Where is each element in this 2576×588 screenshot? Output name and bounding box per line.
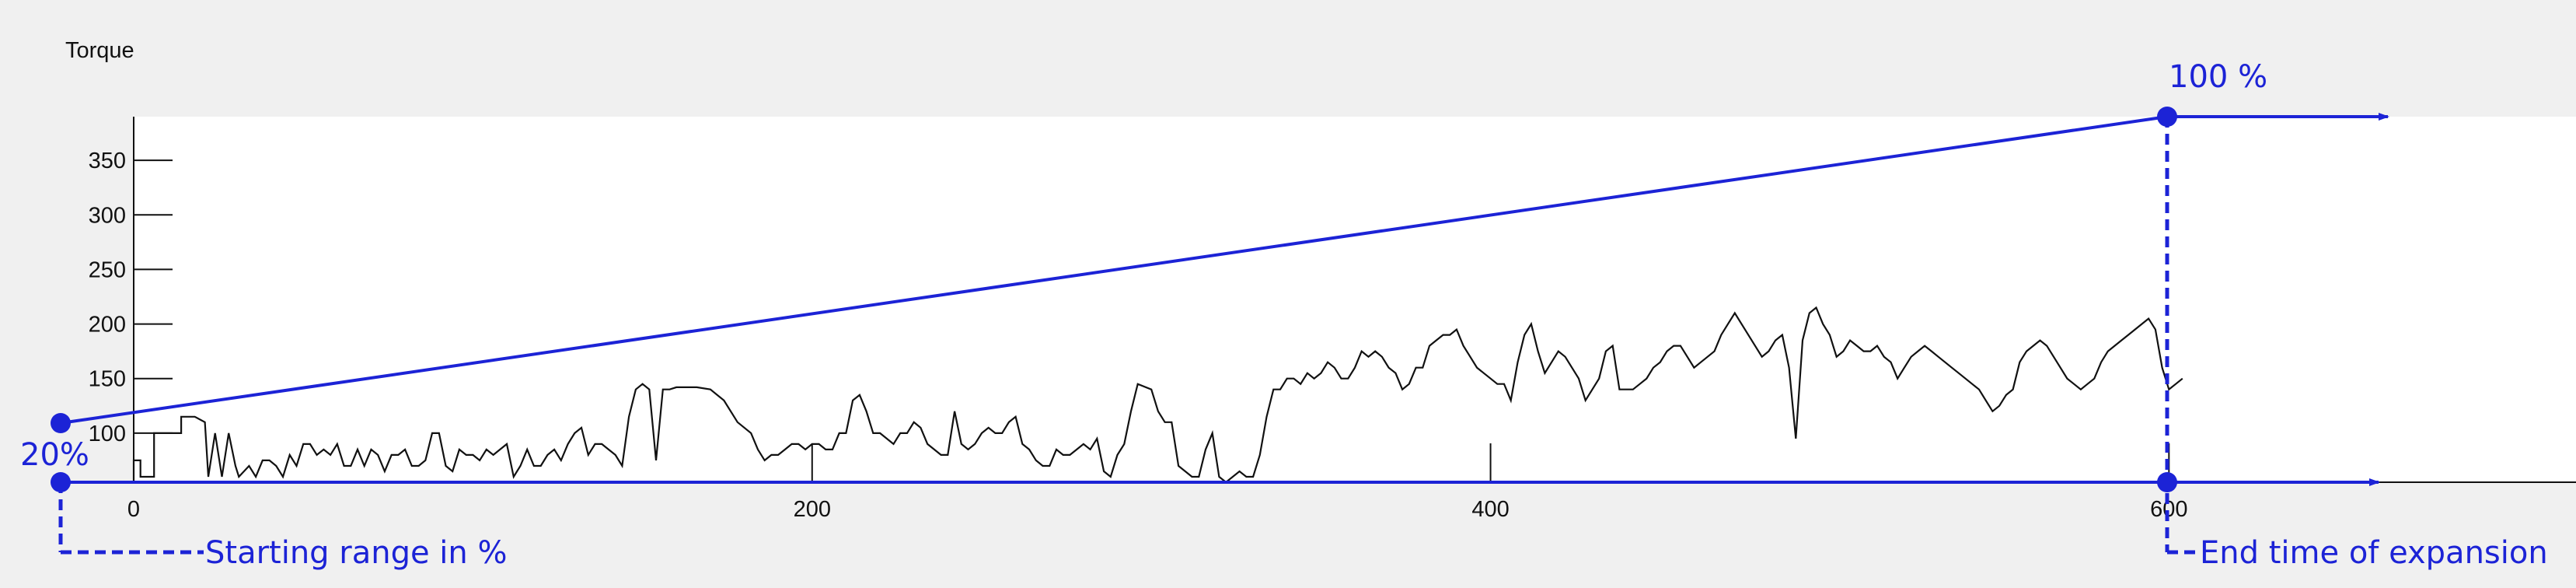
chart-title: Torque: [65, 38, 134, 63]
top-percent-label: 100 %: [2169, 59, 2267, 95]
expansion-slope-line: [60, 115, 2168, 425]
x-tick-label: 200: [794, 497, 831, 522]
start-range-label: Starting range in %: [205, 535, 508, 571]
y-tick-label: 100: [89, 422, 126, 446]
x-tick-label: 400: [1471, 497, 1509, 522]
plot-area: [134, 117, 2576, 482]
y-tick-label: 200: [89, 313, 126, 338]
torque-series-line: [132, 306, 2183, 484]
end-time-label: End time of expansion: [2200, 535, 2548, 571]
y-tick-label: 300: [89, 203, 126, 228]
bottom-percent-label: 20%: [20, 437, 89, 473]
y-tick-label: 350: [89, 149, 126, 173]
start-range-point: [51, 413, 71, 433]
origin-point: [51, 472, 71, 492]
y-ticks: 100 150 200 250 300 350: [89, 149, 173, 446]
top-point: [2157, 107, 2177, 127]
annotation-layer: 100 % 20% Starting range in % End time o…: [20, 59, 2548, 571]
end-point: [2157, 472, 2177, 492]
x-tick-label: 0: [127, 497, 140, 522]
y-tick-label: 250: [89, 257, 126, 282]
y-tick-label: 150: [89, 367, 126, 392]
